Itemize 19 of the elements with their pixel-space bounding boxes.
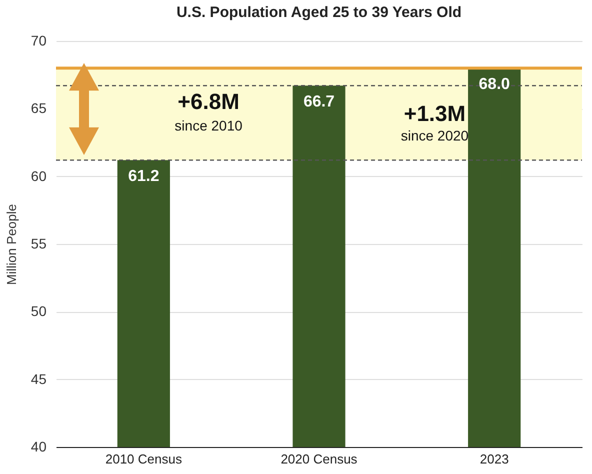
annotation: since 2010 <box>174 117 243 134</box>
x-tick-label: 2020 Census <box>280 452 358 466</box>
y-tick-label: 60 <box>30 168 47 184</box>
x-tick-label: 2023 <box>480 452 509 466</box>
text: 66.7 <box>303 94 335 111</box>
text: 68.0 <box>478 76 510 94</box>
chart-title: U.S. Population Aged 25 to 39 Years Old <box>176 4 462 21</box>
annotation: +6.8M <box>178 88 240 114</box>
y-tick-label: 65 <box>30 100 47 116</box>
y-axis-title: Million People <box>4 204 19 285</box>
text: 61.2 <box>128 168 160 186</box>
y-tick-label: 70 <box>30 32 47 48</box>
y-tick-label: 40 <box>30 438 47 454</box>
y-tick-label: 50 <box>30 303 47 320</box>
y-tick-label: 55 <box>30 236 47 252</box>
y-tick-label: 45 <box>30 370 47 387</box>
x-tick-label: 2010 Census <box>105 452 182 466</box>
annotation: +1.3M <box>404 101 466 126</box>
annotation: since 2020 <box>400 127 469 144</box>
